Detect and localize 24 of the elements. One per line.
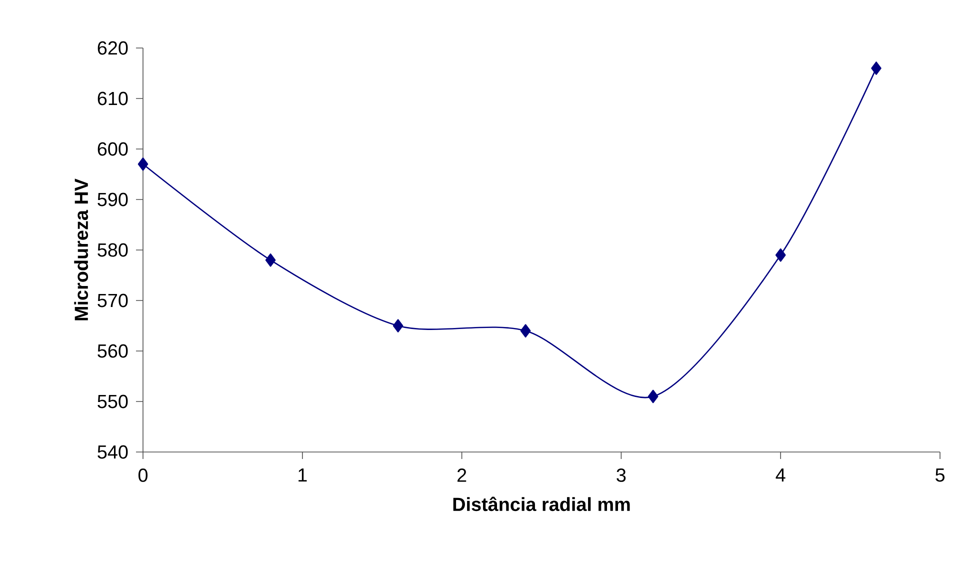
y-tick-label: 570 [98,294,128,308]
x-tick-label: 2 [457,468,466,482]
point [138,158,148,171]
x-tick-label: 3 [616,468,626,482]
x-axis-title: Distância radial mm [453,496,630,512]
x-tick-label: 0 [138,468,148,482]
y-tick-label: 540 [98,445,128,459]
point [392,319,404,332]
x-tick-label: 1 [298,468,307,482]
y-tick-label: 550 [98,394,128,408]
point [265,253,276,267]
y-tick-label: 590 [98,192,128,206]
point [775,248,786,262]
y-tick-label: 600 [98,142,128,156]
y-tick-label: 620 [98,41,128,55]
y-tick-label: 580 [98,243,128,257]
y-axis-title: Microdureza HV [74,178,88,320]
x-tick-label: 5 [935,468,944,482]
y-tick-label: 560 [98,344,128,358]
point [871,62,882,75]
y-tick-label: 610 [98,92,128,106]
point [520,324,531,338]
x-tick-label: 4 [776,468,786,482]
point [648,390,658,404]
